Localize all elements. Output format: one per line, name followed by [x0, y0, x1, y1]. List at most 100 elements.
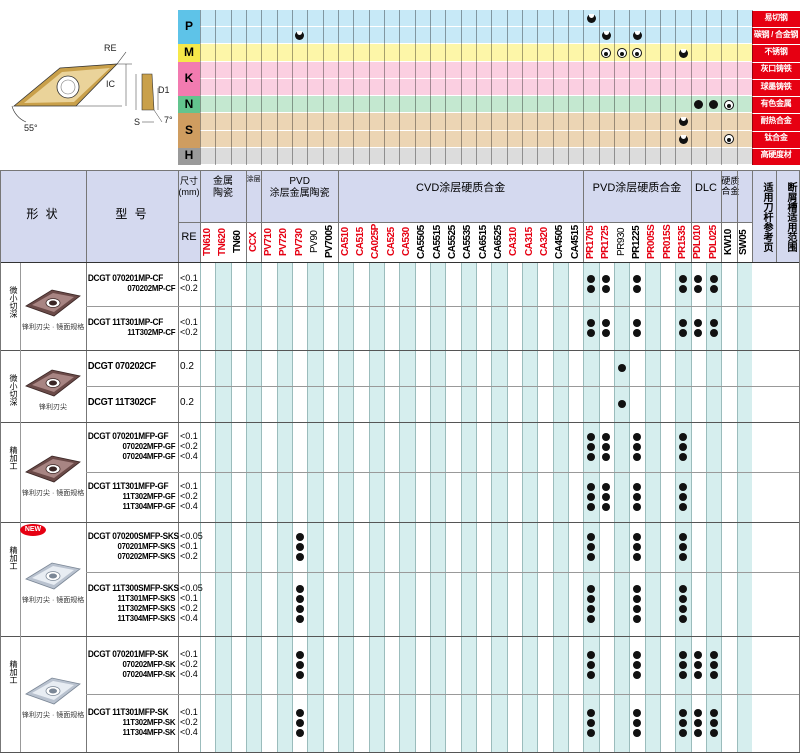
availability-dot-icon — [633, 595, 641, 603]
shape-label-line — [20, 350, 21, 422]
section-separator — [0, 350, 86, 351]
insert-caption: 锋利刃尖 · 镜面规格 — [22, 712, 85, 719]
iso-column-line — [338, 10, 339, 165]
section-separator — [0, 636, 86, 637]
size-value: <0.2 — [180, 717, 198, 727]
grade-header-ca6515: CA6515 — [477, 225, 489, 259]
iso-column-line — [399, 10, 400, 165]
material-label: 耐热合金 — [760, 115, 792, 125]
grade-column-line — [598, 262, 600, 752]
iso-row-band — [200, 78, 752, 97]
grade-header-cell — [246, 222, 262, 262]
grade-header-cell — [537, 222, 553, 262]
availability-dot-icon — [679, 329, 687, 337]
availability-dot-icon — [633, 585, 641, 593]
size-value: <0.4 — [180, 613, 198, 623]
second-choice-icon — [616, 48, 627, 59]
grade-column-line — [368, 262, 370, 752]
iso-row-band — [200, 113, 752, 131]
iso-column-line — [675, 10, 676, 165]
availability-dot-icon — [633, 671, 641, 679]
iso-letter: P — [184, 19, 193, 34]
grade-header-ca525: CA525 — [385, 227, 397, 257]
model-number: 070202MP-CF — [127, 283, 176, 293]
group-line — [200, 170, 201, 262]
dim-label-s: S — [134, 117, 141, 127]
availability-dot-icon — [295, 543, 304, 551]
grade-header-cell — [690, 222, 706, 262]
group-line — [690, 170, 692, 262]
availability-dot-icon — [587, 543, 595, 551]
grade-header-cell — [476, 222, 492, 262]
iso-column-line — [706, 10, 707, 165]
grade-column-line — [399, 262, 400, 752]
availability-dot-icon — [587, 595, 595, 603]
insert-caption: 锋利刃尖 · 镜面规格 — [22, 324, 85, 331]
availability-dot-icon — [709, 275, 718, 283]
availability-dot-icon — [587, 453, 595, 461]
iso-column-line — [537, 10, 538, 165]
size-value: <0.4 — [180, 451, 198, 461]
availability-dot-icon — [694, 719, 703, 727]
availability-dot-icon — [633, 329, 641, 337]
row-separator — [86, 422, 800, 423]
availability-dot-icon — [602, 443, 611, 451]
row-separator — [86, 522, 800, 523]
size-value: <0.2 — [180, 603, 198, 613]
availability-dot-icon — [587, 585, 595, 593]
availability-dot-icon — [587, 483, 595, 491]
size-value: <0.1 — [180, 649, 198, 659]
availability-dot-icon — [709, 709, 718, 717]
group-line — [583, 170, 585, 262]
dim-label-angle-55: 55° — [24, 123, 38, 133]
availability-dot-icon — [295, 671, 304, 679]
grade-header-cell — [322, 222, 338, 262]
size-value: <0.2 — [180, 441, 198, 451]
new-badge: NEW — [20, 524, 46, 536]
availability-dot-icon — [694, 275, 703, 283]
grade-header-pr005s: PR005S — [646, 224, 658, 260]
grade-column-line — [414, 262, 416, 752]
iso-row-separator — [200, 77, 752, 79]
material-label-box — [752, 113, 800, 131]
availability-dot-icon — [679, 443, 687, 451]
iso-column-line — [261, 10, 262, 165]
model-number: DCGT 11T302CF — [87, 397, 156, 408]
availability-dot-icon — [633, 605, 641, 613]
grade-column-line — [568, 262, 569, 752]
availability-dot-icon — [587, 553, 595, 561]
group-header-carbide: 硬质 合金 — [721, 176, 740, 197]
row-separator — [86, 350, 800, 351]
material-label: 有色金属 — [760, 98, 792, 108]
grade-header-pr1225: PR1225 — [631, 225, 642, 259]
left-border — [0, 170, 1, 752]
group-header-cvd: CVD涂层硬质合金 — [416, 182, 506, 194]
grade-header-cell — [230, 222, 246, 262]
availability-dot-icon — [295, 719, 304, 727]
second-choice-icon — [601, 48, 612, 59]
iso-column-line — [614, 10, 615, 165]
size-header: 尺寸 (mm) — [178, 176, 200, 197]
group-header-pvd-cermet: PVD 涂层金属陶瓷 — [269, 176, 330, 199]
availability-dot-icon — [602, 285, 611, 293]
material-label-box — [752, 44, 800, 62]
grade-column — [338, 262, 354, 752]
grade-header-ca315: CA315 — [523, 227, 535, 257]
grade-header-cell — [292, 222, 308, 262]
iso-group-letter-N — [178, 96, 200, 114]
availability-dot-icon — [679, 615, 687, 623]
shape-label-line — [20, 422, 21, 522]
availability-dot-icon — [602, 493, 611, 501]
grade-header-cell — [583, 222, 599, 262]
iso-row-separator — [200, 60, 752, 62]
grade-column — [200, 262, 216, 752]
grade-column-line — [706, 262, 707, 752]
availability-dot-icon — [617, 400, 626, 408]
availability-dot-icon — [295, 595, 304, 603]
section-separator — [0, 752, 86, 753]
grade-column-line — [552, 262, 554, 752]
availability-dot-icon — [602, 453, 611, 461]
availability-dot-icon — [587, 433, 595, 441]
grade-header-cell — [506, 222, 522, 262]
availability-dot-icon — [709, 329, 718, 337]
